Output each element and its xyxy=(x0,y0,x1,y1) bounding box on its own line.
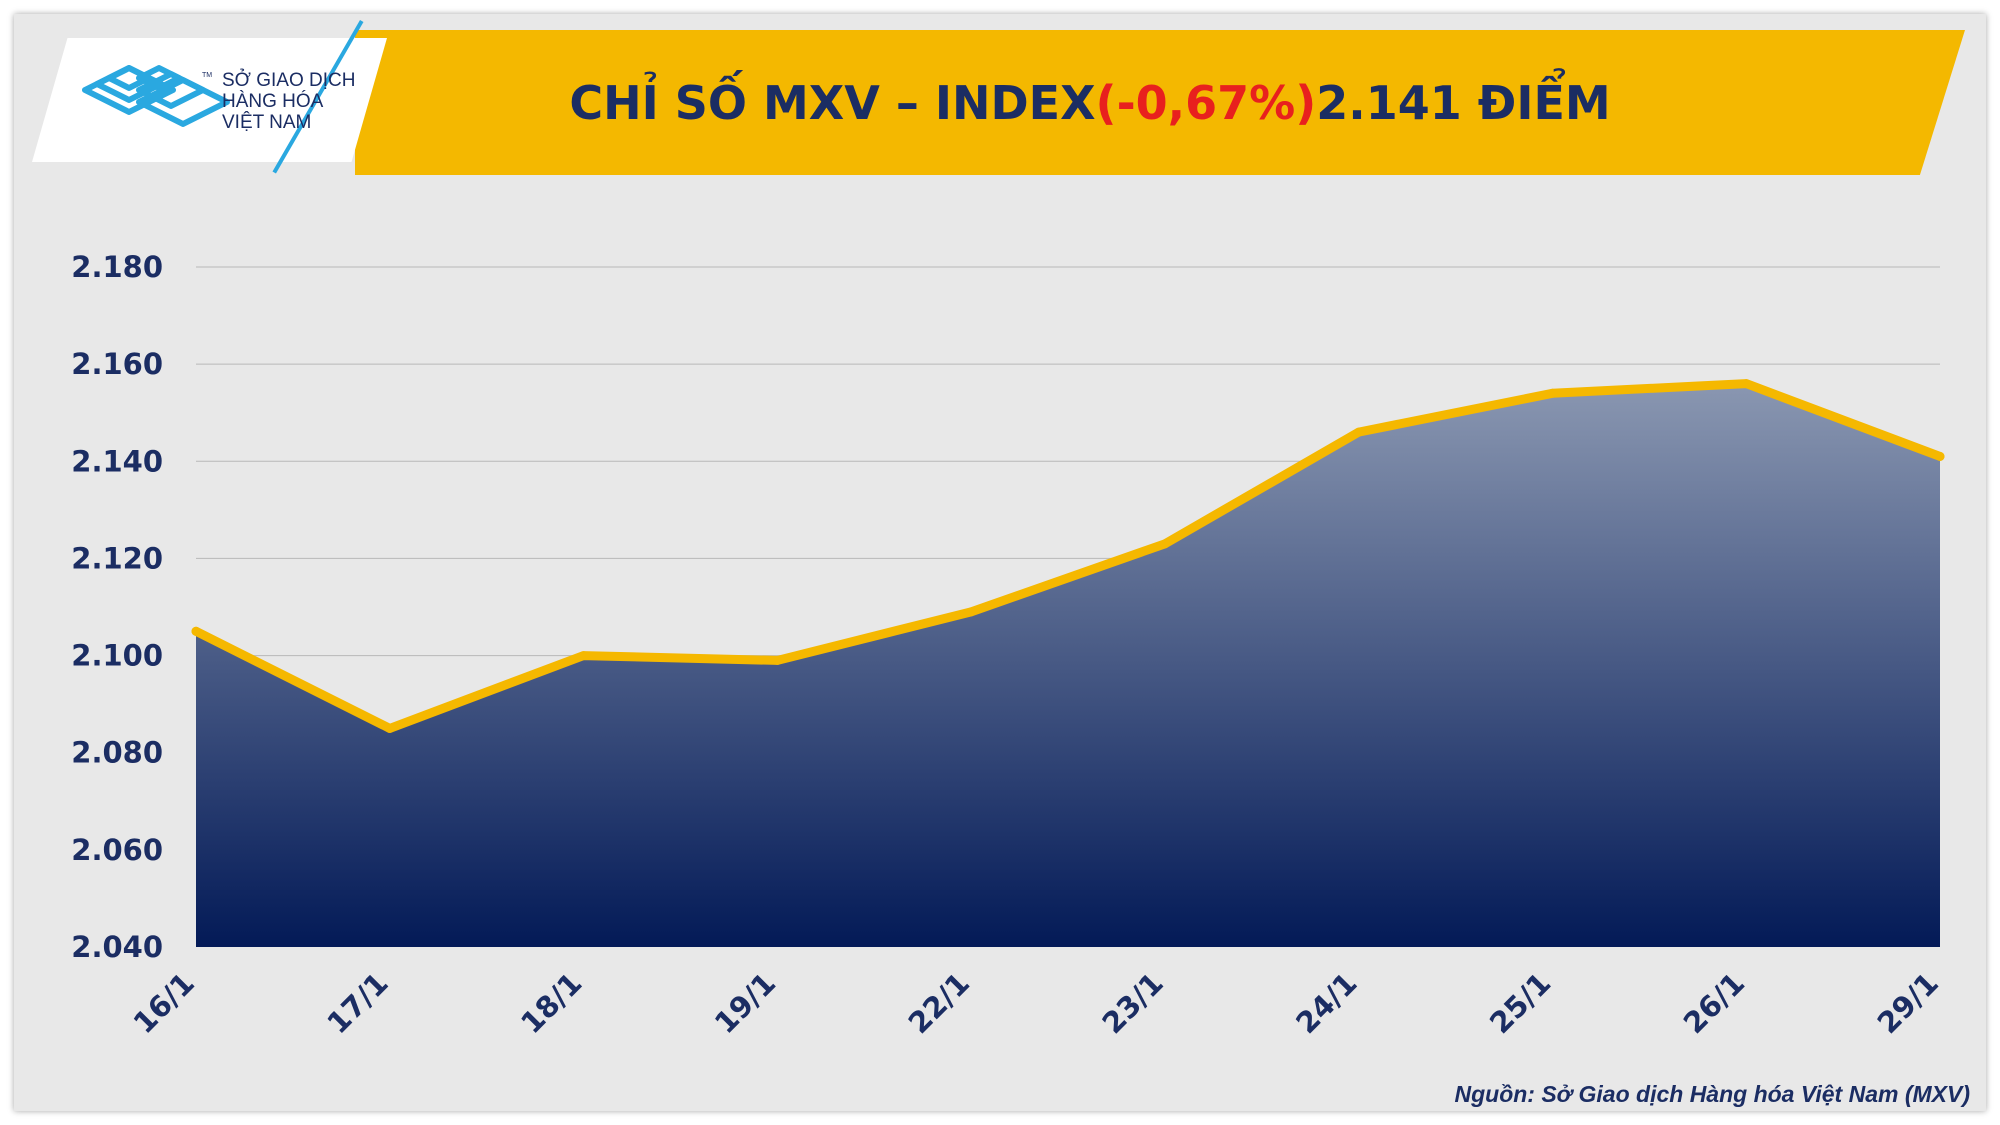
y-axis: 2.040 2.060 2.080 2.100 2.120 2.140 2.160 2.180 xyxy=(71,250,163,964)
x-tick-label: 24/1 xyxy=(1289,966,1363,1040)
y-tick-label: 2.100 xyxy=(71,639,163,673)
x-tick-label: 23/1 xyxy=(1095,966,1169,1040)
source-note: Nguồn: Sở Giao dịch Hàng hóa Việt Nam (M… xyxy=(1454,1081,1970,1107)
x-tick-label: 29/1 xyxy=(1871,966,1945,1040)
data-point xyxy=(1547,388,1557,398)
y-tick-label: 2.180 xyxy=(71,250,163,284)
data-point xyxy=(1354,427,1364,437)
x-tick-label: 22/1 xyxy=(902,966,976,1040)
logo-text: SỞ GIAO DỊCH HÀNG HÓA VIỆT NAM xyxy=(222,70,355,133)
y-tick-label: 2.160 xyxy=(71,347,163,381)
chart-title-change: (-0,67%) xyxy=(1095,75,1317,130)
data-point xyxy=(966,607,976,617)
data-point xyxy=(772,655,782,665)
chart-title-main: CHỈ SỐ MXV – INDEX xyxy=(569,75,1096,130)
data-point xyxy=(1935,451,1945,461)
mxv-logo-icon xyxy=(82,65,230,127)
x-tick-label: 25/1 xyxy=(1483,966,1557,1040)
x-tick-label: 26/1 xyxy=(1677,966,1751,1040)
data-point xyxy=(191,626,201,636)
line-layer xyxy=(191,379,1945,733)
x-tick-label: 16/1 xyxy=(127,966,201,1040)
y-tick-label: 2.120 xyxy=(71,541,163,575)
y-tick-label: 2.060 xyxy=(71,833,163,867)
y-tick-label: 2.140 xyxy=(71,444,163,478)
x-axis: 16/1 17/1 18/1 19/1 22/1 23/1 24/1 25/1 26/1 29/1 xyxy=(127,966,1945,1040)
y-tick-label: 2.080 xyxy=(71,736,163,770)
series-line xyxy=(191,379,1945,733)
x-tick-label: 19/1 xyxy=(708,966,782,1040)
x-tick-label: 18/1 xyxy=(514,966,588,1040)
chart-title-value: 2.141 ĐIỂM xyxy=(1316,75,1611,130)
logo-panel xyxy=(32,38,387,162)
area-layer xyxy=(196,383,1940,948)
title-banner xyxy=(355,30,1965,175)
area-fill xyxy=(196,383,1940,948)
data-point xyxy=(385,723,395,733)
data-point xyxy=(1160,539,1170,549)
logo-line-1: SỞ GIAO DỊCH xyxy=(222,70,356,91)
y-tick-label: 2.040 xyxy=(71,930,163,964)
x-tick-label: 17/1 xyxy=(320,966,394,1040)
logo-trademark: TM xyxy=(202,72,213,79)
logo-line-3: VIỆT NAM xyxy=(222,112,312,133)
chart-title: CHỈ SỐ MXV – INDEX (-0,67%) 2.141 ĐIỂM xyxy=(355,30,1825,175)
data-point xyxy=(579,651,589,661)
data-point xyxy=(1741,379,1751,389)
logo-line-2: HÀNG HÓA xyxy=(222,91,324,112)
